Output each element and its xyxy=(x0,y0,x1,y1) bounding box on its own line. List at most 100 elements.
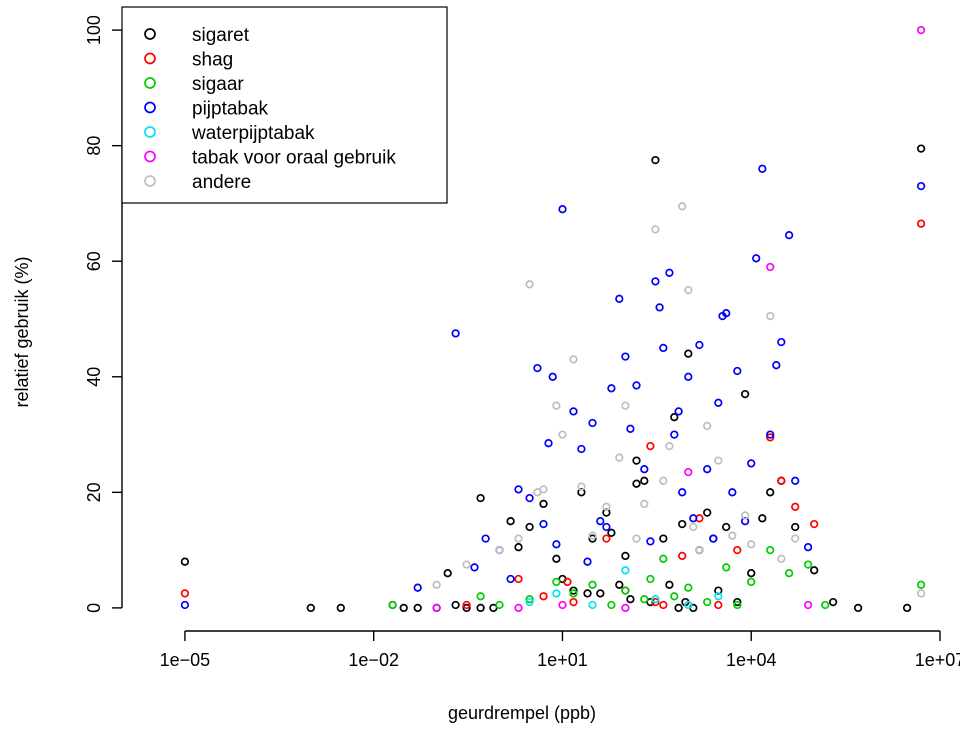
point-sigaret xyxy=(514,543,523,552)
point-andere xyxy=(665,441,674,451)
point-andere xyxy=(495,545,504,555)
point-andere xyxy=(791,534,800,543)
point-pijptabak xyxy=(791,476,800,485)
point-shag xyxy=(462,600,471,610)
point-andere xyxy=(632,534,641,543)
point-pijptabak xyxy=(766,430,775,439)
point-pijptabak xyxy=(588,418,597,428)
point-andere xyxy=(916,589,926,598)
point-sigaret xyxy=(588,534,597,543)
point-sigaar xyxy=(821,600,830,610)
point-pijptabak xyxy=(632,381,641,390)
point-sigaret xyxy=(180,557,190,566)
point-sigaret xyxy=(506,517,515,526)
point-sigaret xyxy=(766,488,775,497)
point-pijptabak xyxy=(777,337,786,347)
x-tick-label: 1e+04 xyxy=(726,650,777,670)
point-pijptabak xyxy=(714,398,723,407)
point-pijptabak xyxy=(481,534,490,543)
point-pijptabak xyxy=(539,519,548,529)
point-sigaret xyxy=(902,603,912,613)
point-sigaret xyxy=(413,603,422,613)
point-pijptabak xyxy=(684,372,693,381)
point-sigaar xyxy=(684,583,693,592)
point-sigaar xyxy=(621,586,630,595)
point-shag xyxy=(569,597,578,607)
x-ticks: 1e−05 1e−02 1e+01 1e+04 1e+07 xyxy=(160,631,960,670)
point-pijptabak xyxy=(803,543,813,552)
point-pijptabak xyxy=(678,488,687,497)
point-andere xyxy=(703,421,712,431)
point-pijptabak xyxy=(596,517,605,526)
point-sigaret xyxy=(828,597,838,607)
legend-marker xyxy=(144,101,156,114)
point-pijptabak xyxy=(670,430,679,439)
points-layer xyxy=(180,25,926,613)
point-pijptabak xyxy=(552,540,561,549)
point-pijptabak xyxy=(758,164,767,173)
point-tabak-voor-oraal-gebruik xyxy=(558,600,567,610)
point-sigaar xyxy=(607,600,616,610)
point-sigaret xyxy=(577,488,586,497)
point-sigaar xyxy=(646,574,655,584)
point-pijptabak xyxy=(651,277,660,286)
point-tabak-voor-oraal-gebruik xyxy=(684,467,693,477)
point-pijptabak xyxy=(709,534,718,543)
point-andere xyxy=(615,453,624,462)
point-andere xyxy=(577,482,586,491)
point-sigaret xyxy=(678,519,687,529)
point-sigaar xyxy=(640,595,649,604)
point-sigaret xyxy=(632,456,641,465)
point-pijptabak xyxy=(665,268,674,277)
point-pijptabak xyxy=(180,600,190,610)
point-sigaret xyxy=(306,603,315,613)
point-pijptabak xyxy=(772,361,781,370)
point-shag xyxy=(602,534,611,543)
point-waterpijptabak xyxy=(651,595,660,604)
point-shag xyxy=(810,519,819,529)
point-sigaar xyxy=(525,595,534,604)
point-shag xyxy=(766,433,775,442)
point-pijptabak xyxy=(525,493,534,503)
point-andere xyxy=(728,531,737,540)
point-sigaar xyxy=(388,600,397,610)
point-pijptabak xyxy=(703,465,712,474)
point-sigaret xyxy=(399,603,408,613)
point-sigaret xyxy=(476,493,485,503)
point-sigaar xyxy=(803,560,813,569)
point-pijptabak xyxy=(470,563,479,572)
point-pijptabak xyxy=(607,384,616,393)
point-sigaar xyxy=(659,554,668,563)
point-pijptabak xyxy=(506,574,515,584)
point-sigaret xyxy=(684,349,693,358)
y-axis-title: relatief gebruik (%) xyxy=(12,256,32,407)
point-tabak-voor-oraal-gebruik xyxy=(514,603,523,613)
point-sigaret xyxy=(443,569,452,578)
point-waterpijptabak xyxy=(684,600,693,610)
point-andere xyxy=(689,522,698,532)
point-pijptabak xyxy=(615,294,624,303)
point-pijptabak xyxy=(916,181,926,191)
legend-box xyxy=(121,6,448,204)
point-pijptabak xyxy=(689,514,698,523)
point-waterpijptabak xyxy=(621,566,630,575)
legend-label: shag xyxy=(192,50,233,71)
point-shag xyxy=(180,589,190,598)
point-sigaret xyxy=(916,144,926,153)
point-sigaret xyxy=(670,413,679,422)
point-tabak-voor-oraal-gebruik xyxy=(432,603,441,613)
point-pijptabak xyxy=(413,583,422,592)
point-sigaret xyxy=(621,551,630,561)
point-sigaret xyxy=(659,534,668,543)
point-sigaret xyxy=(674,603,683,613)
point-pijptabak xyxy=(655,303,664,312)
point-andere xyxy=(602,502,611,511)
point-sigaar xyxy=(733,600,742,610)
point-pijptabak xyxy=(558,205,567,214)
point-sigaar xyxy=(588,580,597,589)
point-shag xyxy=(733,545,742,555)
point-sigaret xyxy=(640,476,649,485)
point-waterpijptabak xyxy=(525,597,534,607)
x-tick-label: 1e+07 xyxy=(915,650,960,670)
